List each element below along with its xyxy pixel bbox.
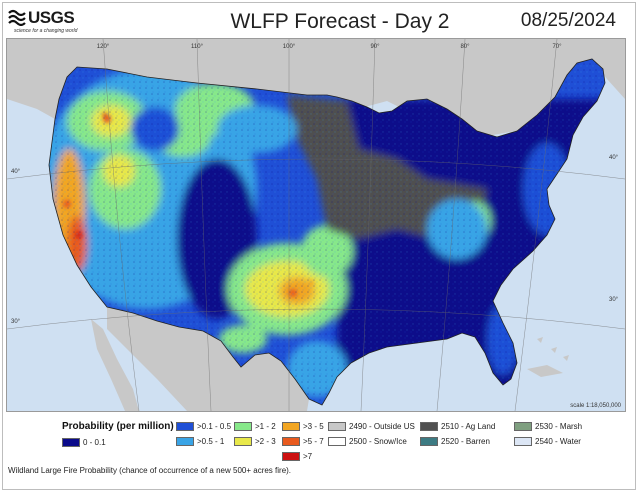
meridian-100-label: 100° [283, 44, 296, 50]
legend-item-0.5-1: >0.5 - 1 [176, 436, 224, 446]
parallel-30-label-right: 30° [609, 297, 619, 303]
legend-item-barren: 2520 - Barren [420, 436, 490, 446]
meridian-120-label: 120° [97, 44, 110, 50]
usgs-logo: USGS science for a changing world [8, 8, 88, 36]
legend-swatch [514, 421, 532, 431]
legend-label: >7 [303, 451, 313, 461]
legend-label: >0.1 - 0.5 [197, 421, 232, 431]
legend-label: 2530 - Marsh [535, 421, 583, 431]
legend-swatch [282, 451, 300, 461]
legend-swatch [176, 436, 194, 446]
legend-swatch [234, 421, 252, 431]
legend-title: Probability (per million) [62, 421, 174, 432]
legend-swatch [282, 436, 300, 446]
legend-swatch [176, 421, 194, 431]
legend-swatch [420, 421, 438, 431]
legend-swatch [328, 421, 346, 431]
legend-item-marsh: 2530 - Marsh [514, 421, 582, 431]
legend-swatch [514, 436, 532, 446]
legend-label: 2500 - Snow/Ice [349, 436, 407, 446]
parallel-40-label-right: 40° [609, 155, 619, 161]
legend-label: >2 - 3 [255, 436, 276, 446]
meridian-70-label: 70° [552, 44, 562, 50]
legend-label: 2510 - Ag Land [441, 421, 496, 431]
graticule [7, 39, 625, 411]
legend-item-1-2: >1 - 2 [234, 421, 276, 431]
map-scale: scale 1:18,050,000 [570, 403, 621, 409]
legend-swatch [234, 436, 252, 446]
legend-item-0-0.1: 0 - 0.1 [62, 437, 106, 447]
legend-item-ag-land: 2510 - Ag Land [420, 421, 495, 431]
usgs-wordmark: USGS [28, 8, 75, 27]
bahamas-land [537, 337, 569, 361]
legend-item-water: 2540 - Water [514, 436, 581, 446]
legend-label: 0 - 0.1 [83, 437, 106, 447]
legend-item-3-5: >3 - 5 [282, 421, 324, 431]
parallel-30-label-left: 30° [11, 319, 21, 325]
legend-swatch [328, 436, 346, 446]
legend-swatch [282, 421, 300, 431]
forecast-date: 08/25/2024 [520, 10, 616, 31]
legend-swatch [62, 437, 80, 447]
map-canvas: 120° 110° 100° 90° 80° 70° 40° 30° 40° 3… [7, 39, 625, 411]
canada-land [7, 39, 625, 137]
legend-label: 2490 - Outside US [349, 421, 415, 431]
legend-label: >1 - 2 [255, 421, 276, 431]
usgs-wave-icon [8, 9, 26, 26]
legend-label: 2520 - Barren [441, 436, 490, 446]
page-title: WLFP Forecast - Day 2 [230, 10, 450, 33]
legend-item-snow-ice: 2500 - Snow/Ice [328, 436, 407, 446]
legend-label: >0.5 - 1 [197, 436, 225, 446]
footnote: Wildland Large Fire Probability (chance … [8, 466, 292, 475]
meridian-80-label: 80° [460, 44, 470, 50]
cuba-land [527, 365, 563, 377]
legend-item-0.1-0.5: >0.1 - 0.5 [176, 421, 231, 431]
legend-item-outside-us: 2490 - Outside US [328, 421, 415, 431]
parallel-40-label-left: 40° [11, 169, 21, 175]
legend-item-5-7: >5 - 7 [282, 436, 324, 446]
legend-label: 2540 - Water [535, 436, 581, 446]
usgs-tagline: science for a changing world [14, 28, 78, 34]
baja-peninsula [91, 319, 139, 411]
legend-item-7: >7 [282, 451, 312, 461]
legend-swatch [420, 436, 438, 446]
mexico-land [107, 307, 309, 411]
meridian-90-label: 90° [370, 44, 380, 50]
legend-item-2-3: >2 - 3 [234, 436, 276, 446]
legend-label: >5 - 7 [303, 436, 324, 446]
meridian-110-label: 110° [191, 44, 204, 50]
legend-label: >3 - 5 [303, 421, 324, 431]
forecast-map[interactable]: 120° 110° 100° 90° 80° 70° 40° 30° 40° 3… [6, 38, 626, 412]
